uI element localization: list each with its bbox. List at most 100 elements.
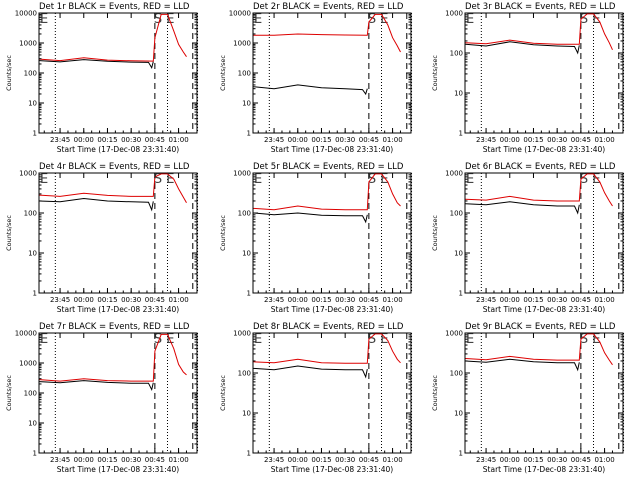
x-tick-label: 00:15 — [523, 296, 543, 304]
y-tick-label: 10000 — [229, 10, 251, 18]
x-tick-label: 00:45 — [145, 136, 165, 144]
y-tick-label: 10 — [242, 100, 251, 108]
chart-title: Det 5r BLACK = Events, RED = LLD — [253, 162, 404, 172]
y-axis-label: Counts/sec — [219, 55, 227, 91]
series-line-events — [39, 380, 154, 392]
y-tick-label: 10 — [242, 250, 251, 258]
series-line-events — [465, 201, 580, 215]
y-axis-label: Counts/sec — [431, 215, 439, 251]
x-tick-label: 00:15 — [311, 296, 331, 304]
x-tick-label: 00:00 — [288, 136, 308, 144]
x-tick-label: 00:00 — [74, 296, 94, 304]
x-tick-label: 00:15 — [523, 456, 543, 464]
y-tick-label: 1 — [459, 130, 463, 138]
x-tick-label: 23:45 — [50, 136, 70, 144]
y-tick-label: 1 — [33, 290, 37, 298]
x-tick-label: 00:00 — [288, 296, 308, 304]
marker-left-label: E — [40, 172, 48, 187]
x-tick-label: 00:30 — [121, 456, 141, 464]
series-line-lld — [253, 13, 401, 53]
x-tick-label: 00:30 — [121, 136, 141, 144]
marker-left-label: E — [254, 172, 262, 187]
x-tick-label: 23:45 — [264, 296, 284, 304]
x-axis-label: Start Time (17-Dec-08 23:31:40) — [271, 145, 393, 154]
y-axis-label: Counts/sec — [219, 375, 227, 411]
x-tick-label: 00:15 — [97, 296, 117, 304]
chart-title: Det 6r BLACK = Events, RED = LLD — [465, 162, 616, 172]
y-tick-label: 10 — [454, 410, 463, 418]
series-line-lld — [39, 13, 187, 62]
x-axis-label: Start Time (17-Dec-08 23:31:40) — [57, 305, 179, 314]
y-tick-label: 1000 — [233, 40, 251, 48]
x-axis-label: Start Time (17-Dec-08 23:31:40) — [57, 465, 179, 474]
series-line-events — [253, 365, 368, 379]
y-axis-label: Counts/sec — [431, 375, 439, 411]
x-tick-label: 23:45 — [50, 296, 70, 304]
y-tick-label: 10 — [242, 410, 251, 418]
x-tick-label: 00:15 — [311, 456, 331, 464]
x-tick-label: 00:00 — [74, 136, 94, 144]
plot-frame — [252, 332, 412, 454]
x-tick-label: 00:45 — [571, 136, 591, 144]
y-axis-label: Counts/sec — [5, 215, 13, 251]
series-line-events — [253, 84, 368, 96]
series-line-events — [39, 59, 154, 69]
y-tick-label: 1 — [247, 450, 251, 458]
y-tick-label: 100 — [450, 50, 463, 58]
y-tick-label: 100 — [238, 210, 251, 218]
y-tick-label: 10000 — [15, 330, 37, 338]
y-tick-label: 1 — [33, 130, 37, 138]
x-tick-label: 00:30 — [335, 136, 355, 144]
chart-title: Det 4r BLACK = Events, RED = LLD — [39, 162, 190, 172]
plot-frame — [252, 12, 412, 134]
x-tick-label: 00:00 — [500, 296, 520, 304]
series-line-lld — [253, 173, 401, 211]
x-tick-label: 01:00 — [168, 296, 188, 304]
x-tick-label: 01:00 — [594, 136, 614, 144]
x-tick-label: 00:45 — [571, 296, 591, 304]
x-tick-label: 00:45 — [359, 296, 379, 304]
x-tick-label: 01:00 — [382, 456, 402, 464]
x-tick-label: 23:45 — [476, 296, 496, 304]
y-tick-label: 100 — [24, 70, 37, 78]
marker-left-label: E — [466, 12, 474, 27]
marker-left-label: E — [40, 332, 48, 347]
chart-panel-2: Det 2r BLACK = Events, RED = LLD Counts/s… — [219, 2, 413, 154]
marker-left-label: E — [466, 172, 474, 187]
series-line-events — [465, 358, 580, 372]
x-tick-label: 00:45 — [359, 136, 379, 144]
x-tick-label: 01:00 — [168, 456, 188, 464]
y-tick-label: 100 — [238, 70, 251, 78]
x-tick-label: 01:00 — [594, 296, 614, 304]
x-tick-label: 01:00 — [382, 296, 402, 304]
x-tick-label: 00:15 — [97, 136, 117, 144]
y-tick-label: 1 — [247, 130, 251, 138]
chart-panel-7: Det 7r BLACK = Events, RED = LLD Counts/s… — [5, 322, 199, 474]
chart-title: Det 1r BLACK = Events, RED = LLD — [39, 2, 190, 12]
x-tick-label: 01:00 — [382, 136, 402, 144]
plot-frame — [252, 172, 412, 294]
plot-frame — [38, 332, 198, 454]
series-line-lld — [465, 173, 613, 207]
y-tick-label: 1000 — [19, 360, 37, 368]
x-tick-label: 00:15 — [311, 136, 331, 144]
chart-title: Det 8r BLACK = Events, RED = LLD — [253, 322, 404, 332]
y-tick-label: 10 — [454, 250, 463, 258]
y-tick-label: 10 — [28, 420, 37, 428]
y-tick-label: 1000 — [445, 10, 463, 18]
marker-right-label: S E — [154, 332, 175, 347]
marker-left-label: E — [254, 12, 262, 27]
y-axis-label: Counts/sec — [219, 215, 227, 251]
x-tick-label: 00:30 — [547, 296, 567, 304]
y-tick-label: 10 — [454, 90, 463, 98]
y-tick-label: 1 — [459, 290, 463, 298]
y-tick-label: 1000 — [233, 330, 251, 338]
x-tick-label: 23:45 — [476, 136, 496, 144]
y-tick-label: 10 — [28, 100, 37, 108]
x-tick-label: 01:00 — [594, 456, 614, 464]
x-tick-label: 00:30 — [547, 136, 567, 144]
chart-panel-5: Det 5r BLACK = Events, RED = LLD Counts/s… — [219, 162, 413, 314]
x-tick-label: 23:45 — [476, 456, 496, 464]
